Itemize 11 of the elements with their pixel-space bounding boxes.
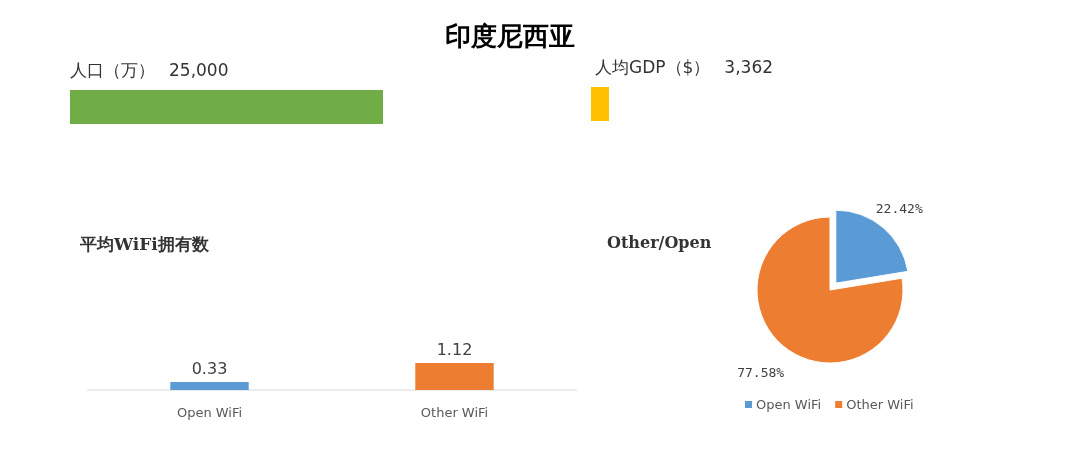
text: 人均GDP（$） (595, 57, 711, 77)
data-label: 77.58% (737, 364, 785, 380)
data-label: 1.12 (436, 340, 473, 359)
chart-title: 平均WiFi拥有数 (79, 234, 210, 254)
text: 印度尼西亚 (445, 21, 575, 51)
text: 25,000 (169, 60, 229, 80)
text: 人口（万） (70, 60, 155, 80)
data-label: 0.33 (191, 359, 228, 379)
text: Other/Open (607, 233, 712, 252)
data-label: 22.42% (875, 201, 923, 217)
text: 3,362 (724, 57, 774, 77)
